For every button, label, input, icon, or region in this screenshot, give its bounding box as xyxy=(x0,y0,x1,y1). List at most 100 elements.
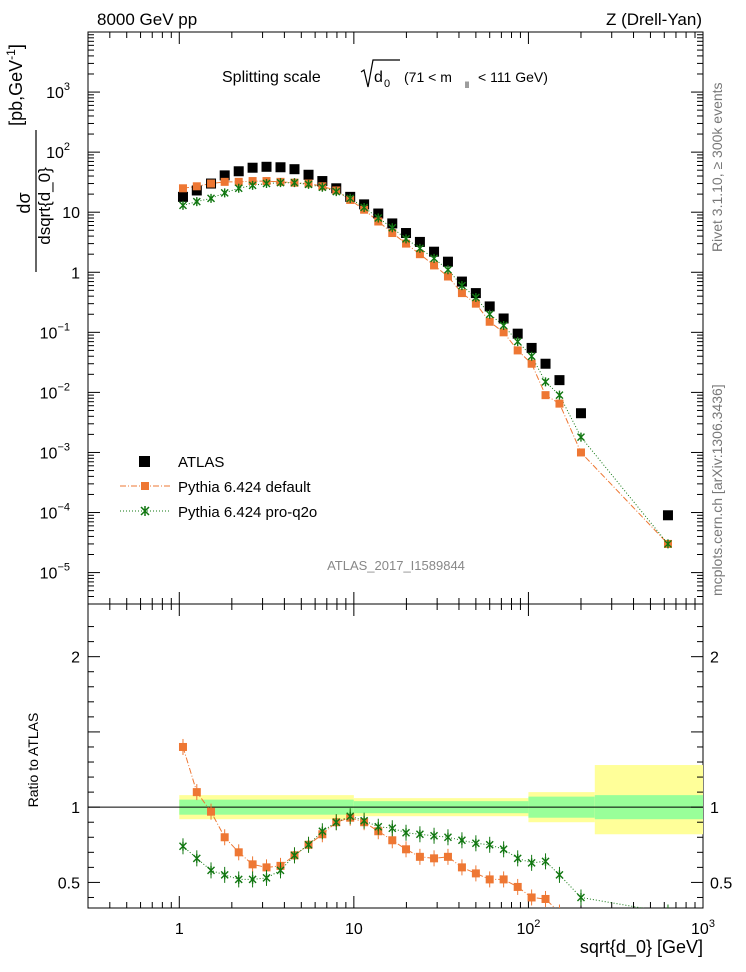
atlas-point xyxy=(554,375,565,386)
proq2o-point xyxy=(430,253,439,263)
default-point xyxy=(415,250,424,259)
legend-marker-atlas xyxy=(139,456,150,467)
y-tick-label: 10−5 xyxy=(40,562,70,583)
y-tick-label: 10 xyxy=(62,205,80,222)
x-tick-label: 10 xyxy=(345,921,363,938)
header-left: 8000 GeV pp xyxy=(97,10,197,29)
title-main: Splitting scale xyxy=(222,69,321,86)
proq2o-ratio-point xyxy=(576,892,585,902)
proq2o-point xyxy=(346,193,355,203)
proq2o-point xyxy=(192,197,201,207)
legend-label-atlas: ATLAS xyxy=(178,454,224,471)
legend-marker-default xyxy=(141,482,149,490)
proq2o-ratio-point xyxy=(443,832,452,842)
default-ratio-point xyxy=(402,845,411,854)
legend-label-proq2o: Pythia 6.424 pro-q2o xyxy=(178,504,317,521)
proq2o-point xyxy=(443,265,452,275)
y-tick-label: 10−3 xyxy=(40,441,70,462)
default-ratio-point xyxy=(527,893,536,902)
proq2o-point xyxy=(220,188,229,198)
title-range-sub: ll xyxy=(465,80,469,90)
proq2o-ratio-point xyxy=(346,811,355,821)
default-point xyxy=(513,346,522,355)
atlas-point xyxy=(261,161,272,172)
proq2o-point xyxy=(207,193,216,203)
default-ratio-point xyxy=(541,894,550,903)
ylabel-denominator: dsqrt{d_0} xyxy=(35,167,54,245)
plot-title: Splitting scale d 0 (71 < m ll < 111 GeV… xyxy=(222,59,548,90)
title-range-close: < 111 GeV) xyxy=(478,69,548,85)
proq2o-point xyxy=(332,187,341,197)
legend-marker-proq2o xyxy=(140,506,150,516)
default-point xyxy=(471,299,480,308)
default-ratio-point xyxy=(513,882,522,891)
proq2o-point xyxy=(276,178,285,188)
atlas-point xyxy=(540,358,551,369)
sqrt-sign xyxy=(360,59,400,88)
default-point xyxy=(220,177,229,186)
atlas-point xyxy=(401,228,412,239)
proq2o-point xyxy=(663,539,672,549)
proq2o-ratio-point xyxy=(513,853,522,863)
title-sym-sub: 0 xyxy=(384,78,390,90)
default-ratio-point xyxy=(430,854,439,863)
rivet-label: Rivet 3.1.10, ≥ 300k events xyxy=(709,82,725,252)
axis-ticks xyxy=(87,31,703,908)
atlas-point xyxy=(526,342,537,353)
proq2o-ratio-point xyxy=(485,840,494,850)
proq2o-ratio-point xyxy=(207,865,216,875)
proq2o-ratio-point xyxy=(457,835,466,845)
proq2o-ratio-point xyxy=(374,822,383,832)
atlas-point xyxy=(275,162,286,173)
proq2o-ratio-point xyxy=(304,840,313,850)
y-tick-label: 1 xyxy=(71,265,80,282)
proq2o-point xyxy=(388,223,397,233)
default-point xyxy=(485,317,494,326)
proq2o-ratio-point xyxy=(402,828,411,838)
default-point xyxy=(192,182,201,191)
title-range: (71 < m xyxy=(404,69,452,85)
legend: ATLAS Pythia 6.424 default Pythia 6.424 … xyxy=(120,454,317,521)
proq2o-ratio-point xyxy=(664,908,671,917)
main-ylabel: dσ dsqrt{d_0} [pb,GeV-1] xyxy=(4,44,54,272)
default-point xyxy=(388,229,397,238)
atlas-point xyxy=(414,236,425,247)
ratio-plot-frame xyxy=(87,603,704,909)
default-point xyxy=(443,272,452,281)
default-ratio-point xyxy=(192,788,201,797)
default-ratio-point xyxy=(443,852,452,861)
default-ratio-point xyxy=(457,863,466,872)
proq2o-ratio-point xyxy=(527,858,536,868)
proq2o-point xyxy=(304,179,313,189)
proq2o-ratio-point xyxy=(234,874,243,884)
proq2o-point xyxy=(541,377,550,387)
atlas-point xyxy=(442,256,453,267)
atlas-point xyxy=(429,246,440,257)
default-point xyxy=(402,239,411,248)
x-tick-label: 102 xyxy=(516,918,540,938)
proq2o-point xyxy=(234,183,243,193)
atlas-point xyxy=(317,176,328,187)
proq2o-point xyxy=(499,320,508,330)
proq2o-ratio-point xyxy=(276,865,285,875)
default-point xyxy=(207,179,216,188)
proq2o-point xyxy=(318,182,327,192)
default-ratio-point xyxy=(471,869,480,878)
y-tick-label: 102 xyxy=(46,141,70,162)
x-axis-label: sqrt{d_0} [GeV] xyxy=(580,937,703,958)
y-tick-label: 103 xyxy=(46,81,70,102)
proq2o-ratio-point xyxy=(332,817,341,827)
proq2o-point xyxy=(457,281,466,291)
atlas-point xyxy=(303,169,314,180)
ratio-y-tick-label-left: 0.5 xyxy=(58,875,80,892)
proq2o-point xyxy=(248,180,257,190)
ratio-y-tick-label-right: 1 xyxy=(710,800,719,817)
legend-label-default: Pythia 6.424 default xyxy=(178,479,311,496)
analysis-id: ATLAS_2017_I1589844 xyxy=(327,558,465,573)
default-ratio-point xyxy=(577,924,585,932)
atlas-point xyxy=(289,164,300,175)
title-sym: d xyxy=(374,69,383,86)
x-tick-label: 1 xyxy=(175,921,184,938)
proq2o-ratio-point xyxy=(318,826,327,836)
